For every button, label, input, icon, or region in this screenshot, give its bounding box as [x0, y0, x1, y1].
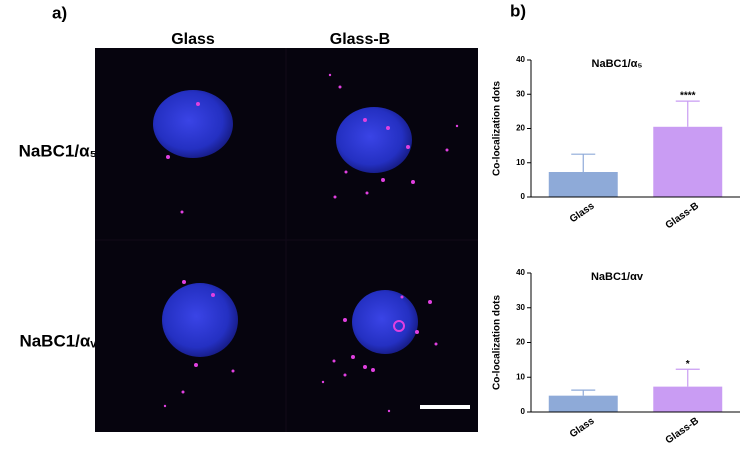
nucleus	[336, 107, 412, 173]
x-tick-label: Glass-B	[664, 416, 701, 447]
y-axis-label: Co-localization dots	[492, 81, 503, 176]
column-label: Glass-B	[330, 31, 390, 48]
x-tick-label: Glass-B	[664, 201, 701, 232]
bar	[548, 395, 618, 412]
nucleus	[352, 290, 418, 354]
y-tick-label: 40	[516, 55, 525, 64]
y-tick-label: 0	[521, 407, 526, 416]
row-label: NaBC1/αᵥ	[19, 331, 97, 350]
panel-label: b)	[510, 1, 526, 20]
nucleus	[162, 283, 238, 357]
x-tick-label: Glass	[568, 200, 597, 225]
column-label: Glass	[171, 31, 215, 48]
y-tick-label: 40	[516, 268, 525, 277]
panel-label: a)	[52, 3, 67, 22]
significance-label: ****	[680, 91, 696, 102]
chart-title: NaBC1/α₅	[592, 58, 643, 70]
y-tick-label: 20	[516, 124, 525, 133]
bar	[653, 126, 723, 197]
bar	[548, 171, 618, 197]
scale-bar	[420, 405, 470, 409]
y-tick-label: 0	[521, 192, 526, 201]
micrograph-grid	[95, 48, 478, 432]
y-tick-label: 10	[516, 372, 525, 381]
chart-title: NaBC1/αv	[591, 271, 644, 283]
y-tick-label: 30	[516, 89, 525, 98]
x-tick-label: Glass	[568, 415, 597, 440]
y-tick-label: 20	[516, 338, 525, 347]
y-tick-label: 10	[516, 158, 525, 167]
y-tick-label: 30	[516, 303, 525, 312]
row-label: NaBC1/α₅	[19, 141, 98, 160]
nucleus	[153, 90, 233, 158]
y-axis-label: Co-localization dots	[492, 295, 503, 390]
significance-label: *	[686, 359, 690, 370]
signal-dots	[163, 73, 459, 413]
bar	[653, 386, 723, 412]
